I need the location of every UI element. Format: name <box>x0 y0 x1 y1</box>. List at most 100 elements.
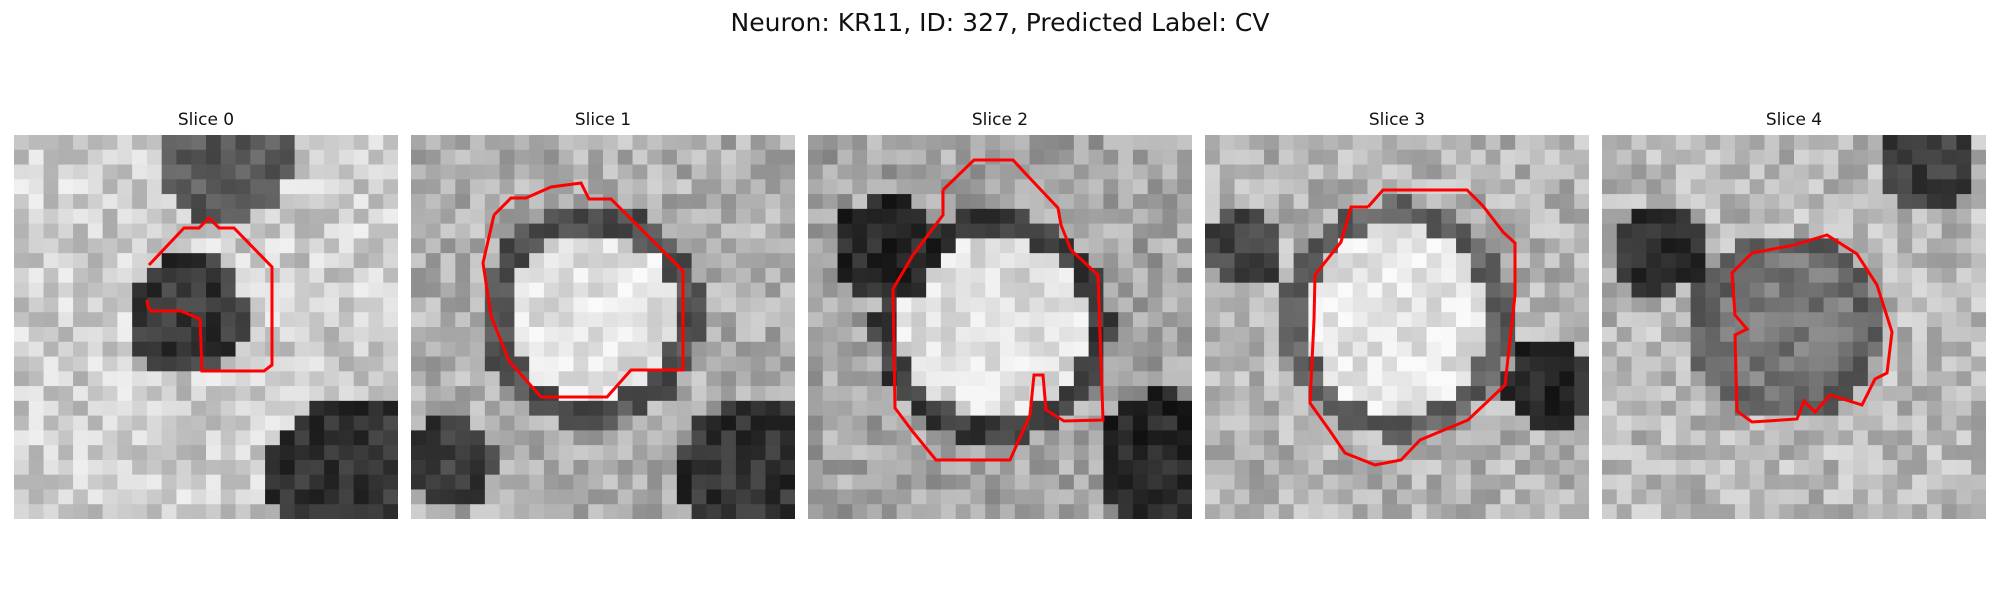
image-pixel <box>1926 267 1943 284</box>
image-pixel <box>1352 282 1369 299</box>
image-pixel <box>425 430 442 446</box>
image-pixel <box>1177 282 1192 299</box>
image-pixel <box>822 267 839 284</box>
image-pixel <box>1838 164 1854 180</box>
image-pixel <box>867 489 883 505</box>
image-pixel <box>514 356 530 372</box>
image-pixel <box>309 356 325 372</box>
slice-panel-4: Slice 4 <box>1602 108 1986 519</box>
image-pixel <box>1278 208 1295 225</box>
image-pixel <box>1646 297 1662 313</box>
image-pixel <box>822 149 839 166</box>
image-pixel <box>1177 341 1192 358</box>
image-pixel <box>1853 474 1869 491</box>
image-pixel <box>1941 135 1958 151</box>
image-pixel <box>1278 386 1295 402</box>
image-pixel <box>484 164 501 180</box>
slice-image-2 <box>808 135 1192 519</box>
image-pixel <box>1779 253 1795 269</box>
image-pixel <box>1264 179 1280 195</box>
image-pixel <box>1971 194 1986 210</box>
image-pixel <box>1014 504 1031 519</box>
image-pixel <box>470 489 486 505</box>
image-pixel <box>1529 459 1546 476</box>
image-pixel <box>1779 297 1795 313</box>
image-pixel <box>780 356 795 372</box>
image-pixel <box>1426 474 1442 491</box>
image-pixel <box>1249 474 1265 491</box>
image-pixel <box>1705 282 1721 299</box>
image-pixel <box>235 459 251 476</box>
image-pixel <box>1029 415 1045 431</box>
image-pixel <box>1264 386 1280 402</box>
image-pixel <box>1014 208 1031 225</box>
image-pixel <box>1675 267 1692 284</box>
image-pixel <box>514 459 530 476</box>
image-pixel <box>43 459 59 476</box>
image-pixel <box>1808 194 1825 210</box>
image-pixel <box>1616 327 1633 343</box>
image-pixel <box>1264 135 1280 151</box>
image-pixel <box>603 164 619 180</box>
image-pixel <box>455 415 471 431</box>
image-pixel <box>1897 223 1913 239</box>
image-pixel <box>1897 489 1913 505</box>
image-pixel <box>440 238 456 254</box>
image-pixel <box>1147 356 1164 372</box>
image-pixel <box>1515 474 1531 491</box>
image-pixel <box>1308 341 1324 358</box>
image-pixel <box>1544 297 1561 313</box>
image-pixel <box>1544 386 1561 402</box>
image-pixel <box>206 445 222 461</box>
image-pixel <box>617 135 634 151</box>
image-pixel <box>1367 430 1383 446</box>
image-pixel <box>1661 327 1677 343</box>
image-pixel <box>543 223 560 239</box>
image-pixel <box>1470 312 1487 328</box>
image-pixel <box>911 386 927 402</box>
image-pixel <box>647 194 663 210</box>
image-pixel <box>1132 135 1149 151</box>
image-pixel <box>706 386 722 402</box>
image-pixel <box>985 356 1001 372</box>
image-pixel <box>383 149 398 166</box>
image-pixel <box>985 194 1001 210</box>
image-pixel <box>309 312 325 328</box>
image-pixel <box>1367 312 1383 328</box>
image-pixel <box>1264 504 1280 519</box>
image-pixel <box>1690 312 1706 328</box>
image-pixel <box>514 135 530 151</box>
image-pixel <box>455 179 471 195</box>
image-pixel <box>1853 489 1869 505</box>
image-pixel <box>1749 208 1766 225</box>
image-pixel <box>808 371 824 387</box>
image-pixel <box>470 267 486 284</box>
image-pixel <box>1794 489 1810 505</box>
image-pixel <box>1544 282 1561 299</box>
image-pixel <box>1779 179 1795 195</box>
image-pixel <box>1485 341 1501 358</box>
image-pixel <box>353 489 370 505</box>
image-pixel <box>1234 223 1250 239</box>
image-pixel <box>191 282 207 299</box>
image-pixel <box>235 386 251 402</box>
image-pixel <box>383 297 398 313</box>
image-pixel <box>1675 474 1692 491</box>
image-pixel <box>250 400 266 417</box>
image-pixel <box>1529 194 1546 210</box>
image-pixel <box>1941 194 1958 210</box>
image-pixel <box>309 149 325 166</box>
image-pixel <box>573 312 589 328</box>
image-pixel <box>1794 135 1810 151</box>
image-pixel <box>1882 238 1898 254</box>
image-pixel <box>706 194 722 210</box>
image-pixel <box>353 386 370 402</box>
image-pixel <box>338 282 355 299</box>
image-pixel <box>1794 356 1810 372</box>
image-pixel <box>970 312 986 328</box>
image-pixel <box>970 400 986 417</box>
image-pixel <box>1323 341 1339 358</box>
image-pixel <box>1059 504 1075 519</box>
image-pixel <box>1956 474 1972 491</box>
image-pixel <box>191 430 207 446</box>
